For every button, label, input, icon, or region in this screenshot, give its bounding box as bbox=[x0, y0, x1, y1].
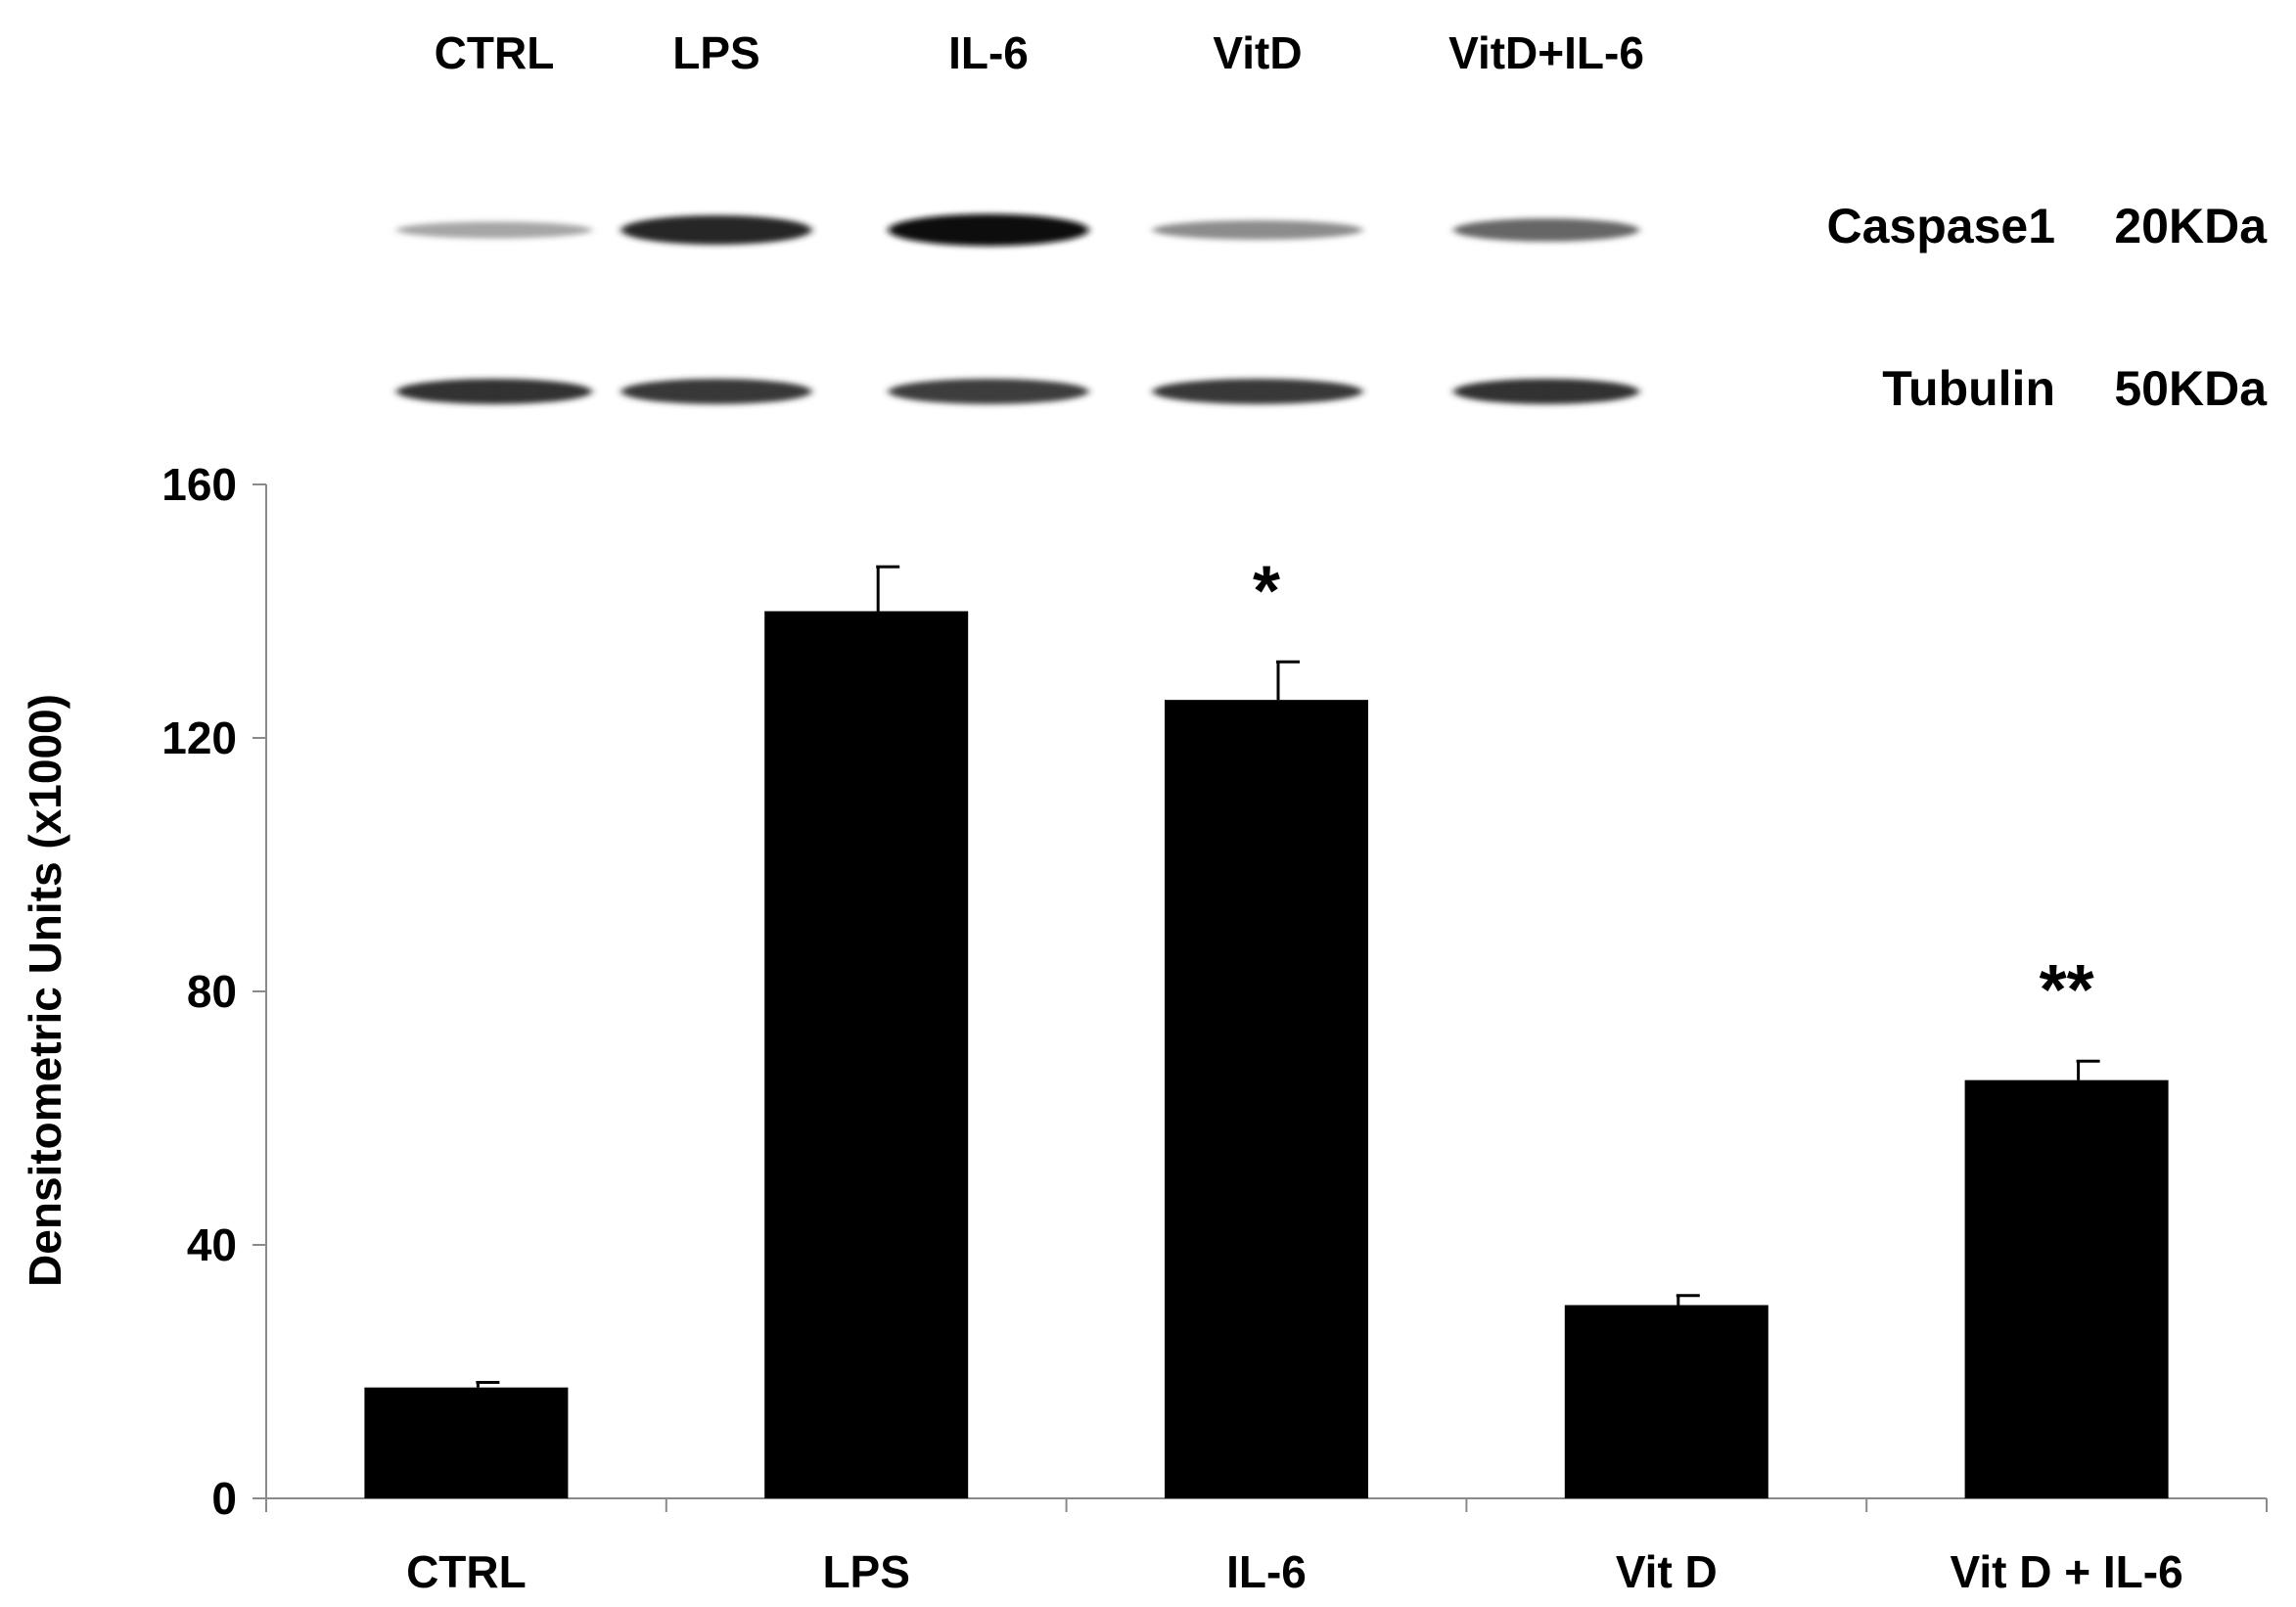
x-tick-label: CTRL bbox=[406, 1546, 527, 1597]
bar bbox=[1564, 1305, 1768, 1498]
blot-row-labels: Caspase1 20KDa Tubulin 50KDa bbox=[1827, 199, 2269, 416]
blot-lane-label: VitD bbox=[1213, 27, 1302, 78]
x-tick-label: LPS bbox=[822, 1546, 909, 1597]
blot-lane-label: VitD+IL-6 bbox=[1448, 27, 1644, 78]
y-axis-label: Densitometric Units (x1000) bbox=[20, 694, 70, 1287]
blot-band bbox=[1453, 379, 1639, 404]
blot-lane-label: LPS bbox=[672, 27, 759, 78]
blot-band bbox=[620, 214, 812, 246]
x-tick-labels: CTRL LPS IL-6 Vit D Vit D + IL-6 bbox=[406, 1546, 2183, 1597]
blot-band bbox=[1453, 218, 1639, 242]
blot-band bbox=[888, 379, 1089, 404]
blot-lane-label: IL-6 bbox=[948, 27, 1029, 78]
y-tick-label: 40 bbox=[187, 1219, 237, 1270]
y-axis: 0 40 80 120 160 bbox=[161, 459, 267, 1524]
blot-band bbox=[620, 379, 812, 404]
bar bbox=[764, 611, 969, 1498]
blot-lane-label: CTRL bbox=[435, 27, 555, 78]
significance-marker: * bbox=[1253, 552, 1280, 630]
y-tick-label: 0 bbox=[211, 1473, 237, 1524]
blot-band bbox=[1152, 220, 1363, 240]
x-tick-label: Vit D bbox=[1616, 1546, 1718, 1597]
western-blot-panel: CTRL LPS IL-6 VitD VitD+IL-6 Caspase1 20KDa Tu… bbox=[396, 27, 2268, 416]
blot-protein-label: Caspase1 bbox=[1827, 199, 2056, 253]
error-bars bbox=[476, 565, 2100, 1388]
x-tick-label: IL-6 bbox=[1226, 1546, 1307, 1597]
blot-band bbox=[396, 379, 592, 404]
bar bbox=[364, 1387, 569, 1498]
bars bbox=[364, 611, 2169, 1498]
x-axis bbox=[265, 1497, 2268, 1512]
y-tick-label: 120 bbox=[161, 712, 237, 763]
y-tick-label: 80 bbox=[187, 966, 237, 1017]
blot-band bbox=[1152, 379, 1363, 404]
blot-bands bbox=[396, 213, 1639, 404]
blot-band bbox=[888, 213, 1089, 247]
bar bbox=[1964, 1079, 2169, 1498]
blot-band bbox=[396, 221, 592, 239]
significance-marker: ** bbox=[2040, 951, 2094, 1030]
blot-size-label: 50KDa bbox=[2114, 361, 2268, 416]
x-tick-label: Vit D + IL-6 bbox=[1951, 1546, 2183, 1597]
blot-protein-label: Tubulin bbox=[1882, 361, 2055, 416]
y-tick-label: 160 bbox=[161, 459, 237, 510]
bar-chart-panel: Densitometric Units (x1000) 04080120160 … bbox=[20, 459, 2268, 1597]
blot-size-label: 20KDa bbox=[2114, 199, 2268, 253]
significance-annotations: *** bbox=[1253, 552, 2094, 1030]
blot-lane-labels: CTRL LPS IL-6 VitD VitD+IL-6 bbox=[435, 27, 1644, 78]
bar bbox=[1165, 700, 1368, 1498]
